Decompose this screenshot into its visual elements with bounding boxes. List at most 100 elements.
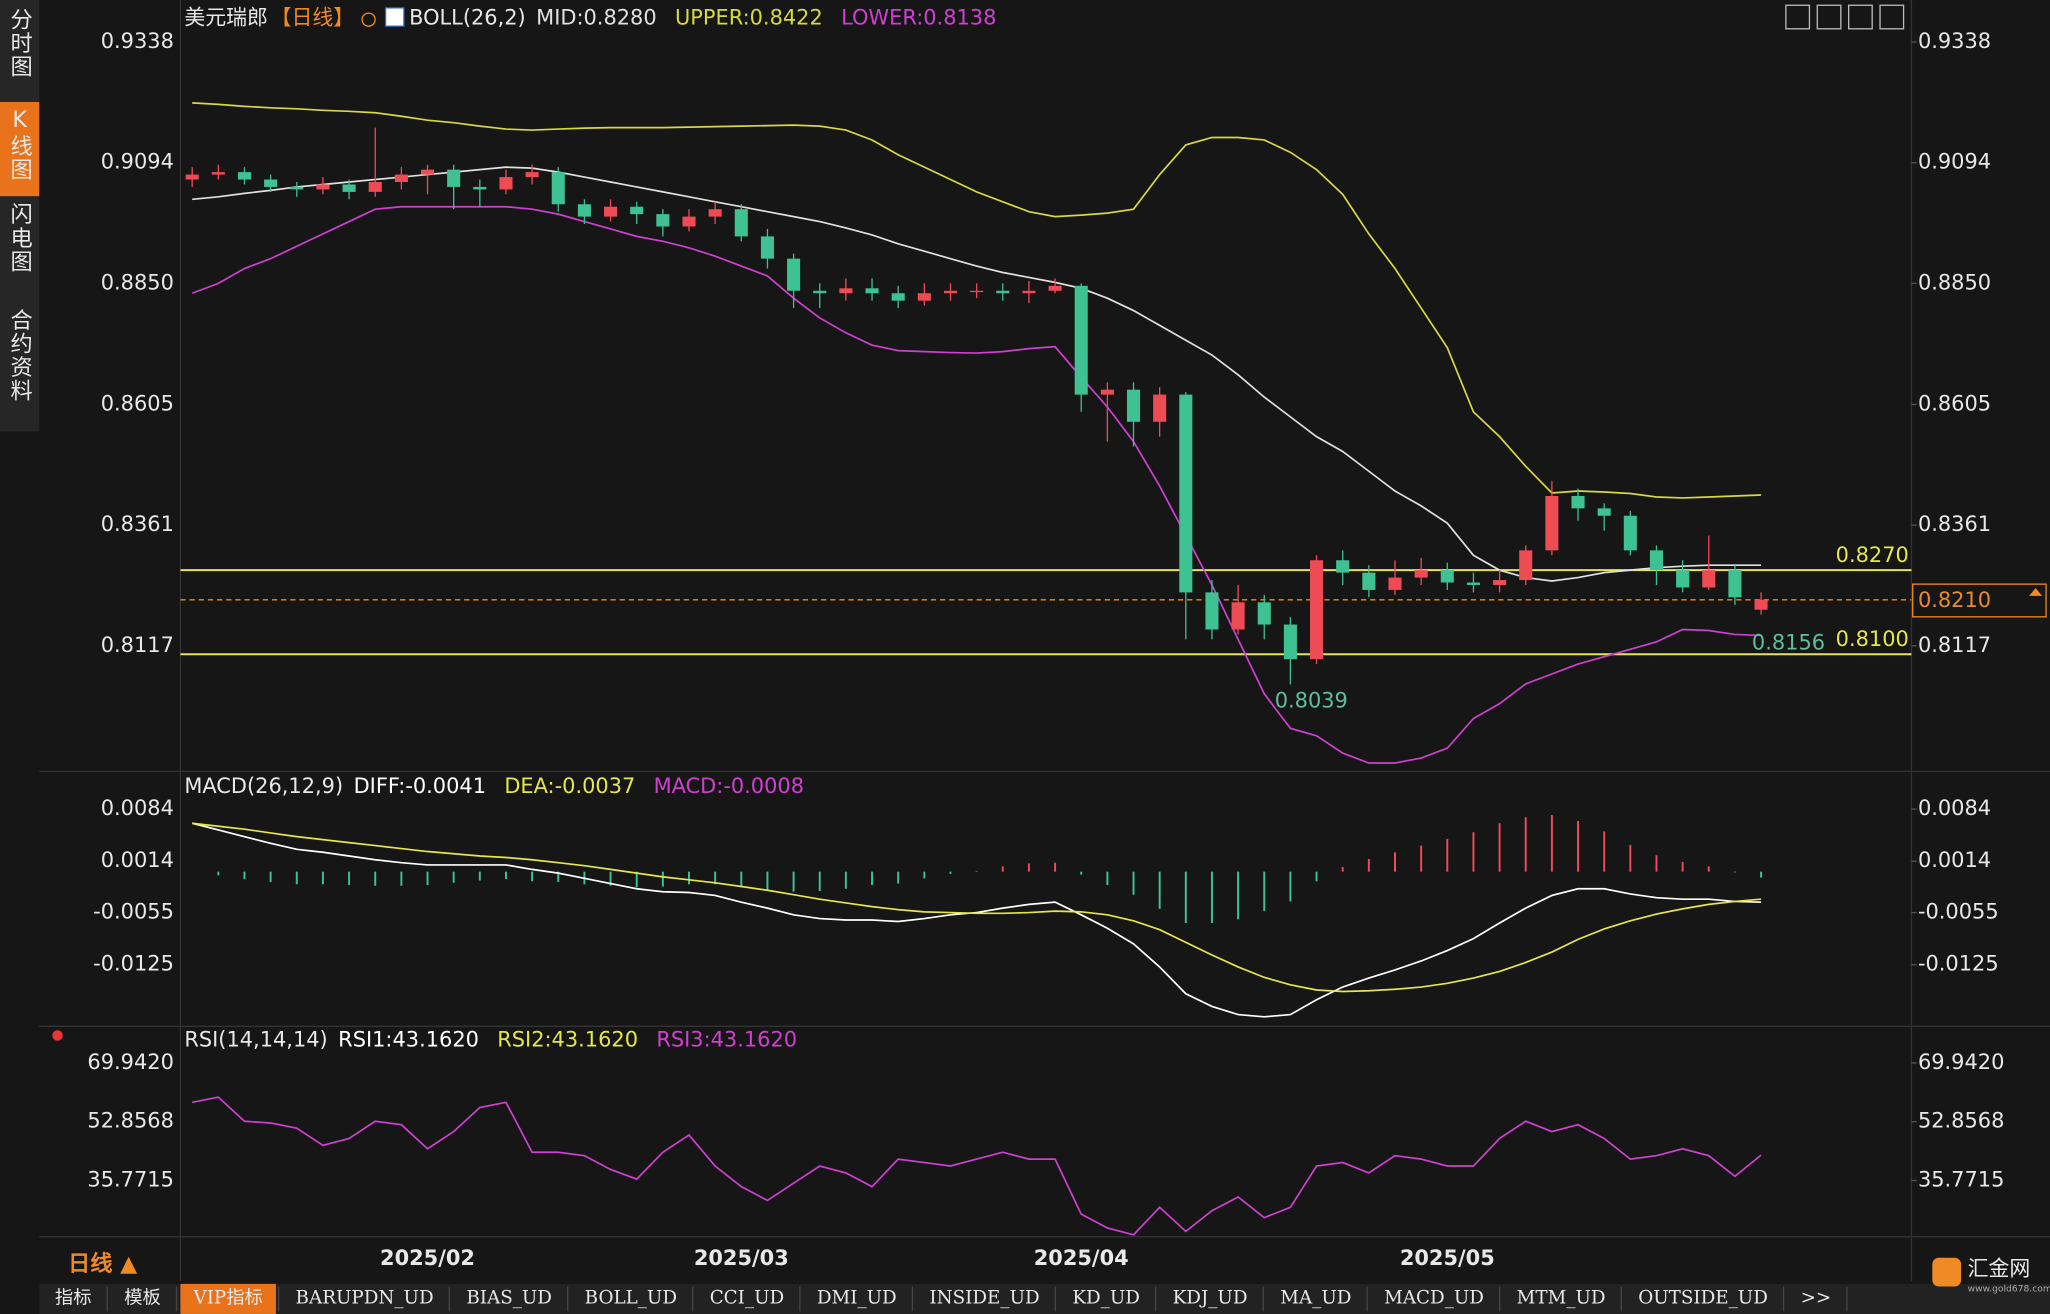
icon[interactable]	[1816, 4, 1842, 30]
candle-body	[1545, 495, 1559, 551]
icon[interactable]	[1785, 4, 1811, 30]
candle-body	[787, 258, 801, 291]
indicator-tab[interactable]: 指标	[55, 1287, 92, 1308]
sidebar-tab[interactable]: 合约资料	[7, 308, 33, 403]
candle-body	[473, 186, 487, 190]
y-tick-label-right: 0.8850	[1918, 270, 1991, 294]
level-label: 0.8270	[1836, 543, 1909, 567]
indicator-tab[interactable]: INSIDE_UD	[929, 1287, 1039, 1308]
candle-body	[264, 179, 278, 187]
candle-body	[996, 290, 1010, 294]
candle-body	[1283, 624, 1297, 660]
indicator-tab[interactable]: DMI_UD	[817, 1287, 897, 1308]
indicator-tab[interactable]: BIAS_UD	[466, 1287, 552, 1308]
y-tick-label-right: 0.0014	[1918, 848, 1991, 872]
price-annotation: 0.8039	[1275, 688, 1348, 712]
candle-body	[1231, 602, 1245, 630]
candle-body	[1597, 508, 1611, 516]
sidebar-tab[interactable]: 分时图	[7, 7, 33, 78]
icon[interactable]	[1848, 4, 1873, 30]
y-tick-label: 0.0084	[101, 796, 174, 820]
series-line	[192, 1096, 1762, 1236]
y-tick-label: 0.8117	[101, 633, 174, 657]
indicator-tab[interactable]: MA_UD	[1280, 1287, 1351, 1308]
sidebar-active	[0, 102, 40, 197]
y-tick-label: 0.8361	[101, 512, 174, 536]
indicator-tab[interactable]: MTM_UD	[1517, 1287, 1606, 1308]
indicator-tab[interactable]: VIP指标	[192, 1287, 262, 1308]
candle-body	[1362, 572, 1376, 590]
indicator-tab[interactable]: OUTSIDE_UD	[1638, 1287, 1768, 1308]
candle-body	[1310, 560, 1324, 660]
indicator-tab[interactable]: BARUPDN_UD	[296, 1287, 434, 1308]
candle-body	[290, 186, 304, 190]
y-tick-label-right: 0.0084	[1918, 796, 1991, 820]
sidebar-tab[interactable]: K线图	[7, 107, 33, 181]
candle-body	[1702, 570, 1716, 588]
chart-title: 美元瑞郎	[184, 5, 268, 29]
candle-body	[1649, 550, 1664, 571]
candle-body	[943, 290, 958, 294]
indicator-icon	[384, 7, 405, 27]
last-price-arrow	[2029, 588, 2043, 596]
candle-body	[394, 174, 408, 182]
candle-body	[760, 236, 774, 259]
candle-body	[682, 216, 696, 227]
x-tick-label: 2025/04	[1034, 1246, 1129, 1270]
candle-body	[839, 288, 853, 294]
candle-body	[970, 290, 984, 293]
indicator-tab[interactable]: KDJ_UD	[1173, 1287, 1248, 1308]
candle-body	[499, 177, 513, 190]
candle-body	[1100, 389, 1114, 395]
candle-body	[551, 172, 565, 205]
icon[interactable]	[1879, 4, 1905, 30]
candle-body	[420, 169, 435, 175]
y-tick-label: 0.8850	[101, 270, 174, 294]
indicator-tab[interactable]: >>	[1801, 1287, 1832, 1308]
legend-entry: BOLL(26,2)	[409, 5, 526, 29]
y-tick-label-right: 0.8117	[1918, 633, 1991, 657]
sidebar-tab[interactable]: 闪电图	[7, 202, 33, 273]
x-tick-label: 2025/05	[1400, 1246, 1495, 1270]
candle-body	[1493, 580, 1507, 585]
y-tick-label: 35.7715	[87, 1168, 173, 1192]
candle-body	[525, 172, 539, 178]
indicator-tab[interactable]: KD_UD	[1072, 1287, 1140, 1308]
candle-body	[1728, 570, 1742, 598]
x-tick-label: 2025/02	[380, 1246, 475, 1270]
add-icon[interactable]	[361, 12, 376, 27]
toolbar-icons[interactable]	[1785, 4, 1905, 30]
candle-body	[891, 293, 905, 301]
indicator-tab[interactable]: BOLL_UD	[585, 1287, 677, 1308]
candle-body	[1126, 389, 1141, 422]
candle-body	[630, 206, 644, 215]
logo-url: www.gold678.com	[1968, 1285, 2050, 1295]
period-label[interactable]: 日线 ▲	[68, 1250, 138, 1277]
indicator-tab[interactable]: 模板	[124, 1287, 161, 1308]
legend-entry: RSI3:43.1620	[656, 1028, 797, 1052]
legend-entry: MACD(26,12,9)	[184, 774, 343, 798]
candle-body	[1571, 495, 1585, 509]
candle-body	[604, 206, 618, 217]
y-tick-label: -0.0125	[93, 952, 174, 976]
legend-entry: MACD:-0.0008	[654, 774, 804, 798]
candle-body	[1257, 602, 1271, 625]
indicator-tab[interactable]: CCI_UD	[710, 1287, 784, 1308]
candle-body	[1466, 582, 1480, 585]
candle-body	[577, 204, 591, 217]
candle-body	[237, 172, 252, 180]
legend-entry: MID:0.8280	[536, 5, 657, 29]
legend-entry: DEA:-0.0037	[504, 774, 635, 798]
y-tick-label: 0.9094	[101, 150, 174, 174]
candle-body	[342, 184, 356, 192]
candle-body	[1074, 285, 1088, 395]
candle-body	[1440, 570, 1454, 583]
y-tick-label-right: -0.0125	[1918, 952, 1999, 976]
y-tick-label-right: 69.9420	[1918, 1050, 2004, 1074]
y-tick-label-right: 0.9338	[1918, 29, 1991, 53]
series-line	[192, 822, 1762, 993]
y-tick-label-right: 0.8361	[1918, 512, 1991, 536]
candle-body	[1022, 290, 1036, 294]
indicator-tab[interactable]: MACD_UD	[1384, 1287, 1484, 1308]
